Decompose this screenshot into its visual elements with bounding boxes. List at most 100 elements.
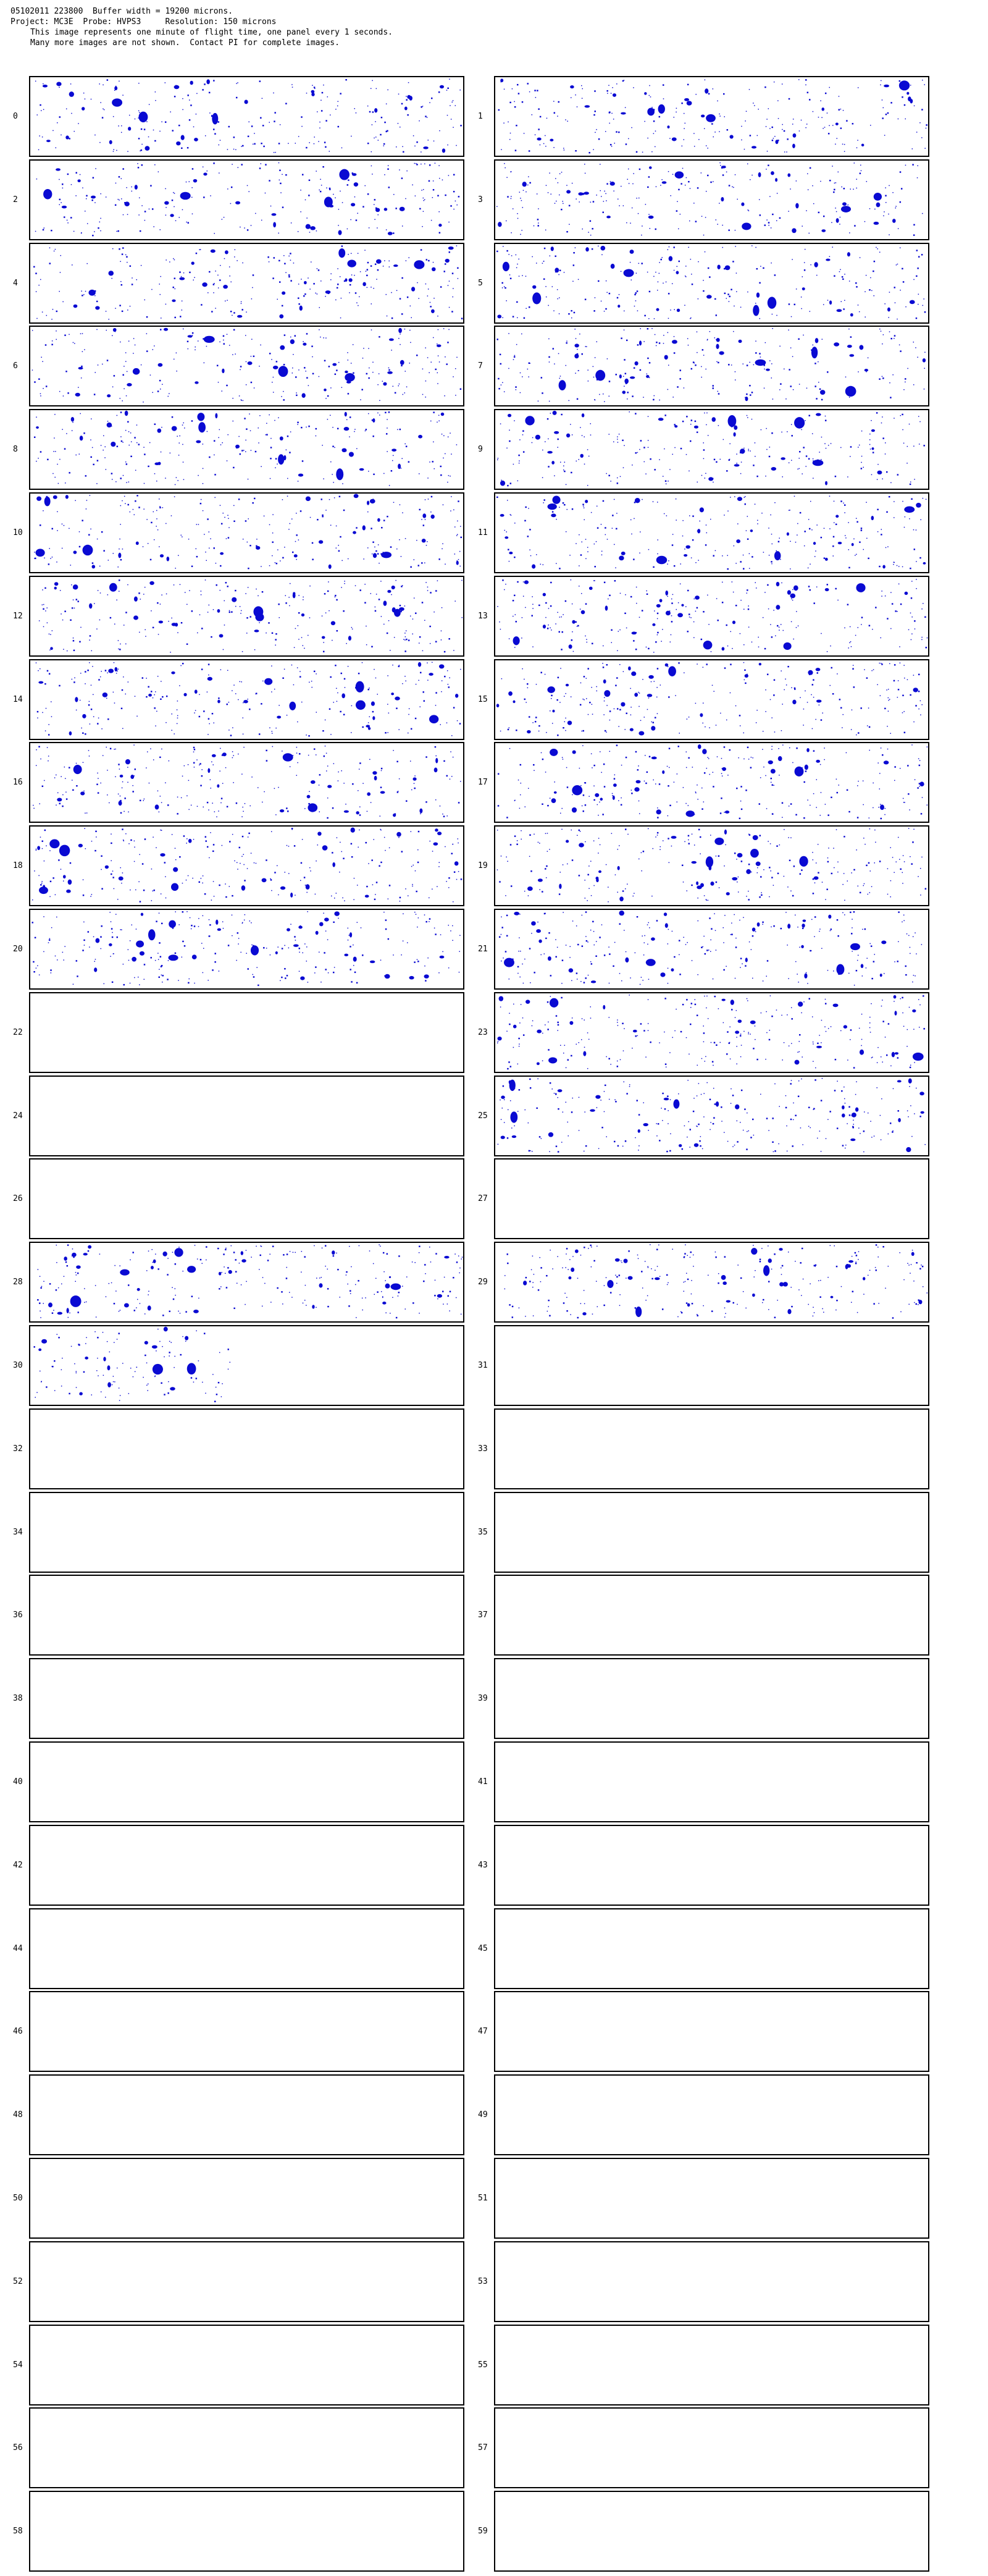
particle-large (658, 104, 665, 114)
particle-dot (446, 815, 448, 817)
particle-dot (888, 317, 889, 318)
particle-dot (703, 801, 705, 802)
particle-dot (848, 280, 850, 282)
particle-dot (514, 614, 516, 615)
particle-dot (62, 395, 64, 397)
particle-dot (214, 440, 216, 442)
particle-dot (296, 534, 298, 536)
particle-dot (132, 791, 134, 793)
particle-dot (759, 282, 761, 284)
particle-blob (737, 497, 743, 502)
particle-blob (273, 222, 277, 228)
particle-blob (790, 593, 796, 599)
particle-dot (201, 775, 203, 777)
particle-dot (902, 712, 903, 713)
particle-dot (633, 640, 635, 642)
particle-field (497, 744, 928, 820)
particle-dot (227, 537, 230, 539)
particle-dot (647, 328, 649, 330)
particle-blob (815, 668, 821, 671)
particle-blob (835, 122, 839, 125)
particle-dot (507, 728, 509, 731)
particle-dot (277, 549, 278, 550)
particle-dot (209, 112, 211, 114)
particle-dot (275, 639, 277, 641)
particle-dot (816, 586, 818, 587)
particle-large (355, 700, 366, 710)
particle-blob (609, 182, 615, 186)
particle-dot (252, 502, 254, 504)
particle-dot (291, 84, 293, 85)
particle-dot (109, 747, 112, 750)
particle-dot (49, 850, 51, 851)
particle-dot (543, 143, 545, 145)
particle-dot (219, 884, 220, 886)
particle-dot (602, 814, 604, 815)
particle-dot (210, 832, 211, 833)
particle-dot (788, 303, 790, 305)
particle-blob (662, 770, 665, 774)
particle-dot (913, 279, 915, 280)
particle-dot (794, 688, 796, 690)
particle-dot (506, 177, 508, 179)
particle-dot (122, 474, 124, 476)
particle-dot (919, 557, 921, 559)
particle-dot (860, 468, 863, 469)
particle-dot (453, 174, 455, 176)
particle-dot (336, 599, 338, 601)
particle-dot (228, 266, 230, 267)
particle-dot (859, 172, 861, 174)
particle-dot (101, 728, 103, 730)
particle-dot (408, 639, 410, 641)
particle-blob (659, 599, 663, 603)
particle-dot (217, 121, 220, 123)
particle-dot (606, 358, 608, 360)
particle-dot (756, 475, 758, 478)
particle-dot (421, 106, 422, 108)
particle-large (336, 468, 344, 481)
particle-dot (352, 783, 354, 785)
particle-blob (404, 106, 408, 111)
particle-dot (437, 195, 439, 196)
particle-dot (748, 626, 750, 628)
particle-dot (70, 619, 72, 621)
particle-dot (502, 317, 503, 318)
particle-dot (545, 617, 546, 618)
particle-dot (43, 604, 44, 605)
particle-dot (309, 617, 311, 618)
particle-field (31, 827, 463, 903)
particle-dot (448, 306, 450, 308)
particle-blob (887, 307, 890, 312)
particle-dot (296, 667, 298, 668)
particle-large (264, 678, 273, 685)
particle-dot (65, 798, 68, 800)
particle-dot (289, 605, 290, 607)
particle-dot (444, 263, 446, 265)
particle-dot (336, 287, 338, 289)
particle-dot (219, 429, 220, 431)
particle-dot (456, 245, 458, 246)
particle-dot (150, 748, 151, 749)
particle-dot (31, 369, 33, 371)
particle-dot (241, 773, 243, 775)
particle-dot (816, 274, 818, 276)
particle-dot (758, 199, 760, 200)
particle-dot (398, 778, 400, 780)
particle-dot (763, 267, 764, 269)
particle-dot (213, 128, 215, 130)
particle-dot (204, 579, 206, 581)
particle-dot (497, 773, 500, 775)
particle-dot (424, 199, 425, 200)
particle-dot (571, 309, 572, 312)
particle-dot (590, 434, 592, 436)
particle-dot (186, 147, 189, 149)
particle-large (429, 715, 439, 723)
particle-dot (735, 604, 737, 607)
particle-image-panel (29, 742, 464, 823)
particle-blob (118, 552, 122, 558)
particle-dot (591, 248, 593, 250)
particle-dot (337, 284, 339, 285)
particle-dot (833, 191, 835, 193)
particle-dot (120, 436, 122, 437)
particle-dot (36, 318, 38, 319)
